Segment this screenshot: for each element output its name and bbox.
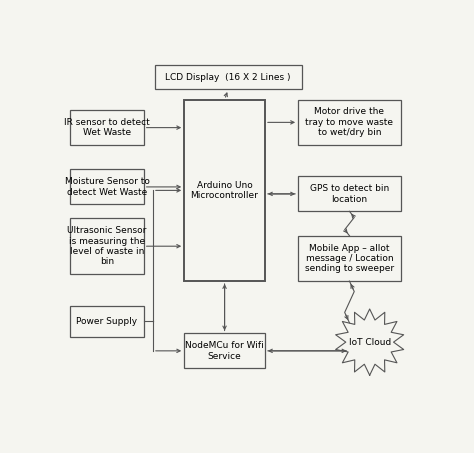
Bar — [155, 65, 301, 89]
Text: Motor drive the
tray to move waste
to wet/dry bin: Motor drive the tray to move waste to we… — [305, 107, 393, 137]
Bar — [70, 169, 144, 204]
Text: Arduino Uno
Microcontroller: Arduino Uno Microcontroller — [191, 181, 258, 200]
Bar — [184, 100, 265, 281]
Bar — [184, 333, 265, 368]
Text: GPS to detect bin
location: GPS to detect bin location — [310, 184, 389, 203]
Text: IR sensor to detect
Wet Waste: IR sensor to detect Wet Waste — [64, 118, 150, 137]
Text: Mobile App – allot
message / Location
sending to sweeper: Mobile App – allot message / Location se… — [305, 244, 394, 273]
Text: LCD Display  (16 X 2 Lines ): LCD Display (16 X 2 Lines ) — [165, 72, 291, 82]
Bar — [298, 177, 401, 211]
Polygon shape — [336, 309, 404, 375]
Text: Power Supply: Power Supply — [76, 317, 137, 326]
Bar — [70, 218, 144, 274]
Text: Ultrasonic Sensor
is measuring the
level of waste in
bin: Ultrasonic Sensor is measuring the level… — [67, 226, 146, 266]
Text: IoT Cloud: IoT Cloud — [348, 337, 391, 347]
Bar — [298, 100, 401, 145]
Bar — [298, 236, 401, 281]
Bar — [70, 305, 144, 337]
Text: NodeMCu for Wifi
Service: NodeMCu for Wifi Service — [185, 341, 264, 361]
Bar — [70, 110, 144, 145]
Text: Moisture Sensor to
detect Wet Waste: Moisture Sensor to detect Wet Waste — [64, 177, 149, 197]
